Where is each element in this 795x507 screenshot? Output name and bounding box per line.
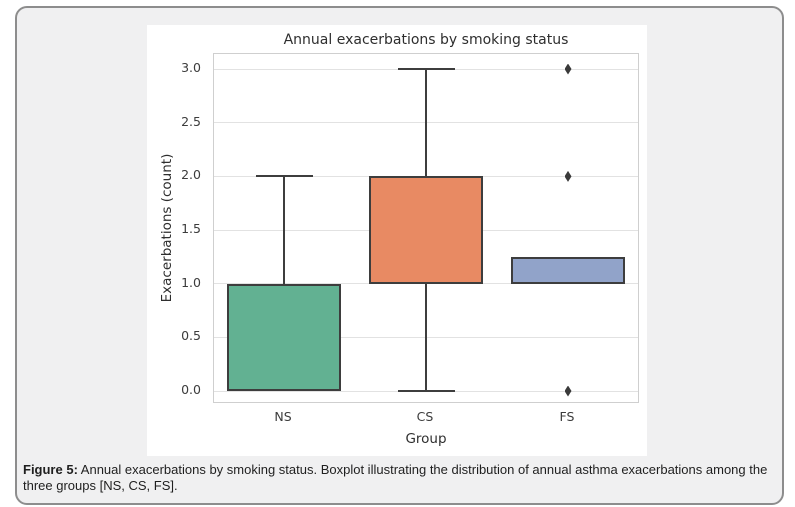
figure-caption: Figure 5: Annual exacerbations by smokin… — [23, 462, 775, 494]
y-tick-label: 1.0 — [181, 274, 201, 290]
y-tick-label: 3.0 — [181, 60, 201, 75]
figure-caption-text: Annual exacerbations by smoking status. … — [23, 462, 768, 493]
box-cs — [369, 176, 483, 284]
figure: Annual exacerbations by smoking status E… — [147, 25, 647, 456]
x-tick-label: CS — [416, 409, 434, 424]
outlier-diamond — [564, 63, 572, 75]
box-fs — [511, 256, 625, 284]
x-tick-label: NS — [274, 409, 292, 424]
box-ns — [227, 283, 341, 391]
y-tick-label: 0.5 — [181, 328, 201, 344]
y-tick-label: 2.0 — [181, 167, 201, 183]
whisker-cap — [397, 68, 455, 70]
figure-caption-label: Figure 5: — [23, 462, 78, 477]
whisker-cap — [397, 390, 455, 392]
x-axis-label: Group — [405, 431, 447, 447]
whisker-line — [425, 69, 427, 177]
figure-card: Annual exacerbations by smoking status E… — [15, 6, 784, 505]
whisker-line — [425, 283, 427, 391]
plot-area — [213, 53, 639, 403]
chart-title: Annual exacerbations by smoking status — [283, 32, 569, 48]
outlier-diamond — [564, 385, 572, 397]
y-tick-label: 2.5 — [181, 113, 201, 129]
whisker-line — [283, 176, 285, 284]
outlier-diamond — [564, 170, 572, 182]
whisker-cap — [255, 175, 313, 178]
x-tick-label: FS — [559, 409, 575, 424]
y-tick-label: 1.5 — [181, 221, 201, 236]
y-tick-label: 0.0 — [181, 382, 201, 397]
